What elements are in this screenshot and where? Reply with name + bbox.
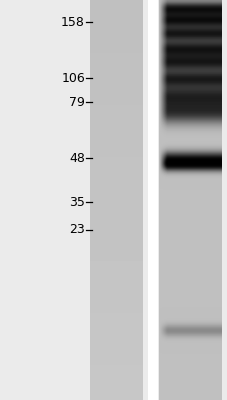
Text: 48: 48 [69, 152, 85, 164]
Text: 23: 23 [69, 224, 85, 236]
Text: 158: 158 [61, 16, 85, 28]
Text: 35: 35 [69, 196, 85, 208]
Text: 106: 106 [61, 72, 85, 84]
Text: 79: 79 [69, 96, 85, 108]
